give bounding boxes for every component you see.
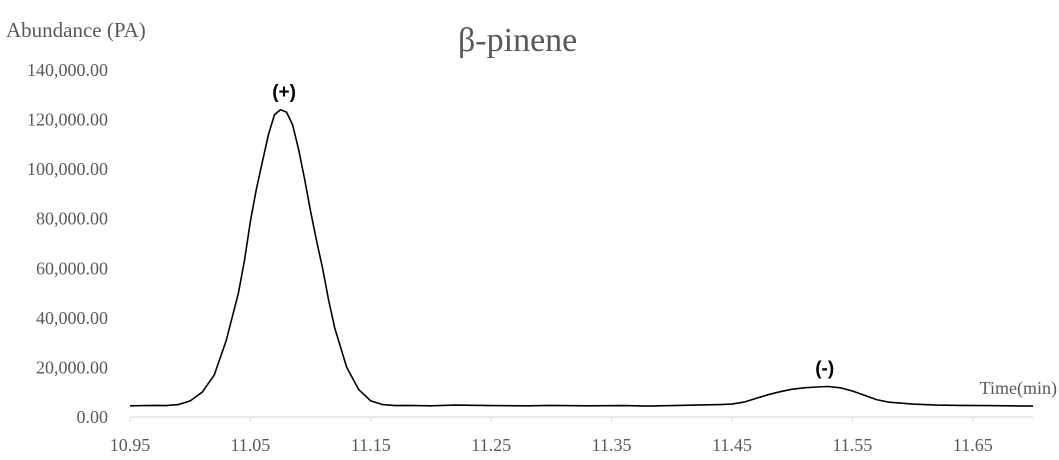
x-tick-label: 10.95 <box>110 435 151 455</box>
series-line-0 <box>129 108 1034 407</box>
x-axis-title: Time(min) <box>979 378 1057 398</box>
y-tick-label: 60,000.00 <box>36 258 108 278</box>
y-tick-label: 0.00 <box>77 407 109 427</box>
peak-annotation: (-) <box>815 358 834 379</box>
x-tick-label: 11.05 <box>230 435 270 455</box>
y-tick-label: 20,000.00 <box>36 357 108 377</box>
x-tick-label: 11.45 <box>712 435 752 455</box>
x-tick-label: 11.35 <box>592 435 632 455</box>
x-tick-label: 11.55 <box>832 435 872 455</box>
y-tick-label: 140,000.00 <box>27 60 108 80</box>
y-tick-label: 120,000.00 <box>27 110 108 130</box>
x-tick-label: 11.25 <box>471 435 511 455</box>
peak-annotation: (+) <box>272 82 296 103</box>
x-tick-label: 11.65 <box>953 435 993 455</box>
chart-title: β-pinene <box>458 22 578 59</box>
y-tick-label: 40,000.00 <box>36 308 108 328</box>
y-axis-title: Abundance (PA) <box>6 18 146 42</box>
y-tick-label: 100,000.00 <box>27 159 108 179</box>
y-tick-label: 80,000.00 <box>36 209 108 229</box>
x-tick-label: 11.15 <box>351 435 391 455</box>
